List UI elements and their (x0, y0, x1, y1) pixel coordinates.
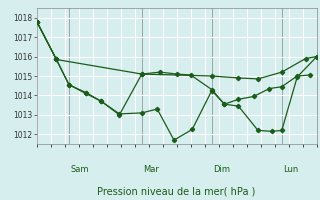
Text: Lun: Lun (284, 165, 299, 174)
Text: Dim: Dim (213, 165, 230, 174)
Text: Mar: Mar (143, 165, 159, 174)
Text: Pression niveau de la mer( hPa ): Pression niveau de la mer( hPa ) (97, 186, 255, 196)
Text: Sam: Sam (71, 165, 89, 174)
